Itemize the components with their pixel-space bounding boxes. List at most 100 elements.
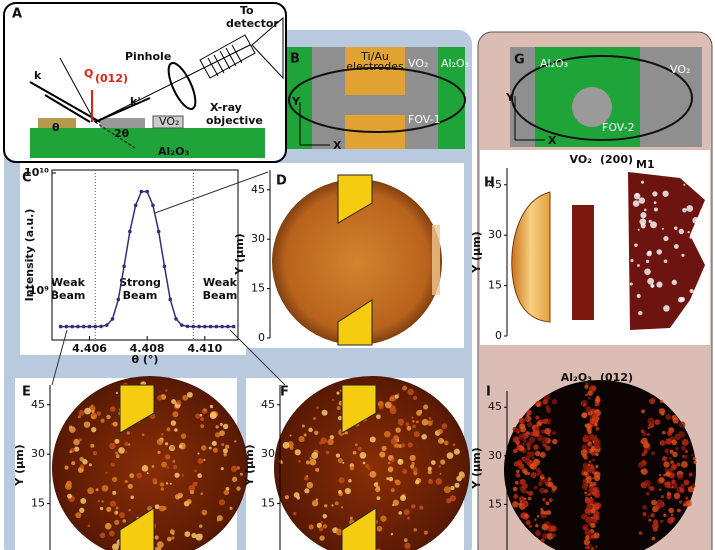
speckle: [595, 515, 600, 521]
speckle: [411, 504, 416, 509]
speckle: [587, 463, 591, 467]
speckle: [585, 406, 592, 413]
data-point: [168, 297, 173, 302]
speckle: [518, 445, 525, 452]
speckle: [189, 490, 195, 495]
speckle: [443, 440, 449, 446]
speckle: [587, 512, 591, 516]
panel-label: C: [22, 171, 32, 186]
speckle: [404, 542, 411, 550]
speckle: [642, 432, 647, 437]
speckle: [313, 417, 316, 420]
speckle: [632, 200, 640, 207]
speckle: [362, 461, 366, 465]
speckle: [105, 471, 108, 475]
speckle: [535, 415, 540, 420]
speckle: [530, 474, 534, 478]
speckle: [87, 487, 94, 495]
speckle: [176, 399, 182, 405]
speckle: [376, 414, 381, 420]
speckle: [652, 191, 658, 197]
speckle: [680, 483, 685, 489]
speckle: [639, 218, 647, 226]
speckle: [344, 431, 348, 435]
data-point: [139, 189, 144, 194]
speckle: [164, 454, 171, 460]
speckle: [675, 447, 679, 451]
speckle: [284, 495, 289, 500]
data-point: [220, 324, 224, 329]
axis-label: Y: [505, 91, 515, 104]
speckle: [640, 212, 647, 219]
speckle: [534, 426, 540, 431]
speckle: [386, 477, 390, 481]
speckle: [661, 456, 668, 462]
speckle: [682, 208, 687, 213]
speckle: [201, 509, 208, 516]
speckle: [547, 525, 555, 532]
speckle: [216, 515, 223, 522]
speckle: [452, 443, 456, 447]
speckle: [677, 508, 681, 513]
speckle: [551, 533, 557, 538]
speckle: [412, 420, 415, 423]
speckle: [587, 441, 592, 446]
speckle: [221, 443, 225, 447]
data-point: [197, 324, 201, 329]
speckle: [659, 488, 662, 491]
speckle: [540, 538, 545, 543]
speckle: [526, 410, 532, 416]
beam-block: [337, 299, 373, 346]
speckle: [661, 227, 664, 230]
speckle: [318, 526, 324, 532]
label: Q: [84, 67, 93, 80]
speckle: [201, 445, 207, 451]
speckle: [195, 481, 198, 485]
speckle: [336, 391, 340, 395]
speckle: [687, 230, 690, 234]
speckle: [551, 485, 557, 491]
y-tick-label: 45: [488, 400, 502, 413]
speckle: [197, 458, 204, 464]
speckle: [315, 498, 318, 501]
speckle: [329, 435, 334, 440]
speckle: [78, 438, 83, 442]
speckle: [522, 483, 529, 489]
speckle: [106, 414, 111, 420]
speckle: [428, 479, 434, 485]
speckle: [641, 409, 645, 414]
speckle: [225, 486, 230, 491]
speckle: [180, 433, 187, 439]
speckle: [581, 412, 588, 419]
speckle: [660, 519, 663, 523]
image-title: VO₂: [570, 153, 593, 166]
speckle: [629, 282, 633, 286]
speckle: [375, 485, 380, 490]
speckle: [637, 264, 640, 267]
speckle: [668, 467, 673, 473]
data-point: [214, 324, 219, 329]
speckle: [101, 484, 109, 492]
speckle: [546, 510, 552, 516]
annotation: Beam: [123, 289, 158, 302]
speckle: [536, 515, 540, 518]
y-tick-label: 0: [258, 331, 265, 344]
speckle: [437, 428, 443, 435]
speckle: [209, 412, 217, 420]
speckle: [130, 495, 134, 499]
speckle: [683, 503, 687, 507]
speckle: [529, 524, 533, 528]
speckle: [673, 492, 681, 500]
speckle: [672, 451, 678, 458]
speckle: [421, 433, 427, 440]
speckle: [526, 451, 531, 455]
label: 2θ: [114, 127, 130, 140]
speckle: [665, 438, 672, 445]
speckle: [592, 415, 598, 421]
speckle: [515, 473, 521, 478]
speckle: [587, 390, 593, 396]
speckle: [154, 504, 160, 510]
speckle: [392, 499, 399, 506]
speckle: [651, 499, 657, 506]
